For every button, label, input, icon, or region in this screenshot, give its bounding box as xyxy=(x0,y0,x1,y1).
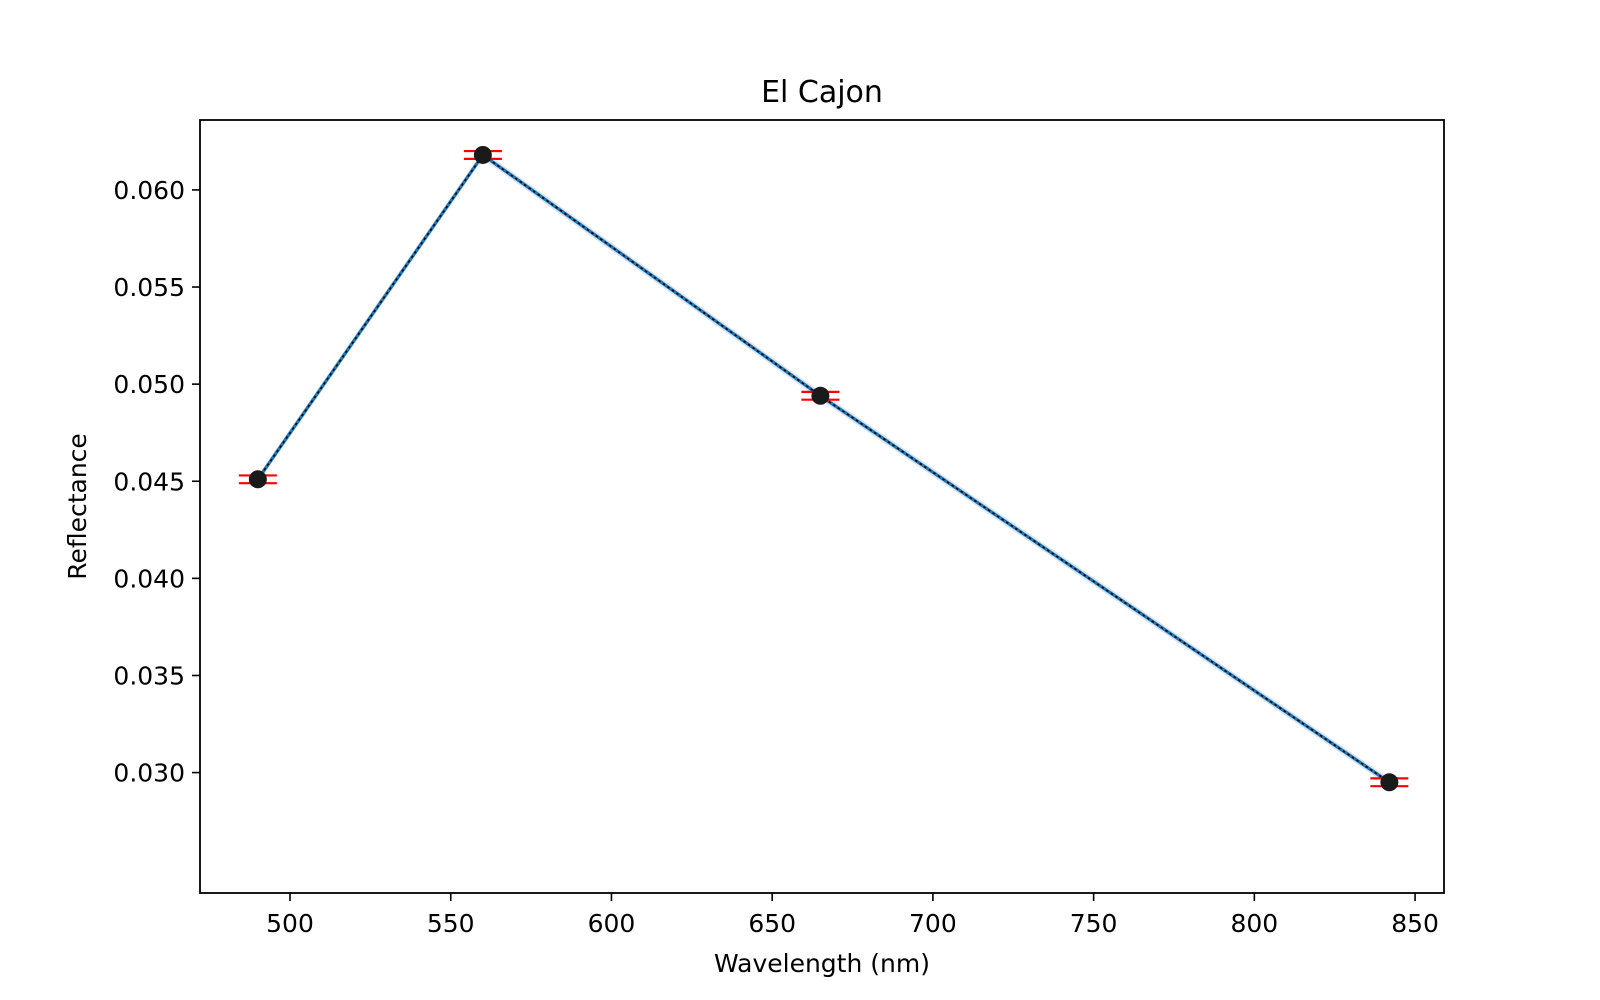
x-tick-label: 500 xyxy=(266,909,314,938)
plot-frame xyxy=(199,119,1445,894)
series-band xyxy=(257,151,1390,787)
data-point xyxy=(1380,773,1399,792)
y-tick-label: 0.055 xyxy=(113,273,185,302)
y-tick-label: 0.030 xyxy=(113,759,185,788)
x-tick-label: 800 xyxy=(1230,909,1278,938)
series-line-dotted xyxy=(257,153,1390,783)
y-tick-label: 0.035 xyxy=(113,661,185,690)
series-line xyxy=(256,152,1391,784)
data-point xyxy=(811,386,830,405)
data-point xyxy=(473,145,492,164)
plot-area xyxy=(199,119,1445,894)
x-axis-label: Wavelength (nm) xyxy=(714,949,930,978)
y-axis-ticks: 0.030 0.035 0.040 0.045 0.050 0.055 0.060 xyxy=(113,176,200,788)
x-tick-label: 850 xyxy=(1391,909,1439,938)
y-tick-label: 0.040 xyxy=(113,564,185,593)
y-tick-label: 0.045 xyxy=(113,467,185,496)
data-point xyxy=(248,470,267,489)
x-axis-ticks: 500 550 600 650 700 750 800 850 xyxy=(266,893,1439,938)
y-tick-label: 0.050 xyxy=(113,370,185,399)
x-tick-label: 750 xyxy=(1070,909,1118,938)
chart-title: El Cajon xyxy=(761,75,883,110)
x-tick-label: 550 xyxy=(427,909,475,938)
y-axis-label: Reflectance xyxy=(63,433,92,580)
x-tick-label: 600 xyxy=(588,909,636,938)
x-tick-label: 650 xyxy=(748,909,796,938)
y-tick-label: 0.060 xyxy=(113,176,185,205)
x-tick-label: 700 xyxy=(909,909,957,938)
